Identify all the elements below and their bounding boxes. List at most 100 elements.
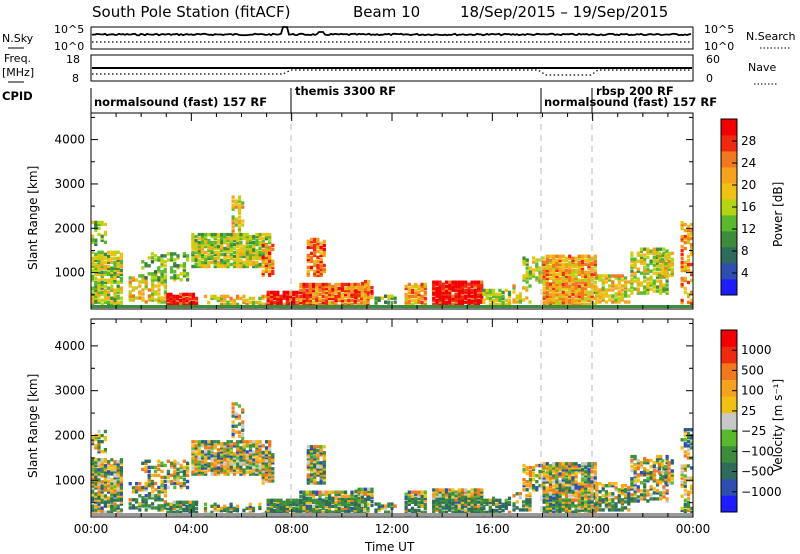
velocity-cell xyxy=(234,414,238,418)
velocity-cell xyxy=(356,508,360,513)
velocity-cell xyxy=(574,468,578,472)
velocity-cell xyxy=(313,455,317,459)
power-cell xyxy=(144,280,148,284)
velocity-cell xyxy=(476,494,481,498)
velocity-cell xyxy=(242,468,246,472)
power-cell xyxy=(580,296,585,300)
power-cell xyxy=(264,246,269,251)
power-cell xyxy=(659,287,663,291)
velocity-cell xyxy=(173,469,177,474)
velocity-cell xyxy=(252,440,256,444)
power-cell xyxy=(580,288,585,292)
power-cell xyxy=(232,302,236,307)
power-cell xyxy=(141,280,145,284)
velocity-cell xyxy=(309,449,314,453)
power-cell xyxy=(476,284,481,288)
power-cell xyxy=(680,262,684,267)
power-cell xyxy=(306,265,310,270)
power-cell xyxy=(541,256,545,260)
velocity-cell xyxy=(309,473,314,477)
velocity-cell xyxy=(113,476,117,480)
power-cell xyxy=(357,287,361,292)
velocity-cell xyxy=(309,455,314,459)
velocity-cell xyxy=(683,468,687,472)
power-cell xyxy=(91,300,95,304)
velocity-cell xyxy=(690,466,693,470)
velocity-cell xyxy=(305,490,309,494)
power-cell xyxy=(473,290,477,294)
velocity-cell xyxy=(100,500,104,504)
velocity-cell xyxy=(344,494,348,498)
velocity-cell xyxy=(491,502,496,506)
power-cell xyxy=(555,288,559,292)
velocity-cell xyxy=(664,481,668,485)
velocity-cell xyxy=(103,504,107,508)
power-cell xyxy=(194,248,198,253)
velocity-cell xyxy=(319,451,323,455)
velocity-cell xyxy=(309,477,314,481)
velocity-cell xyxy=(157,473,161,478)
velocity-cell xyxy=(231,414,235,418)
velocity-cell xyxy=(324,502,328,506)
velocity-cell xyxy=(350,500,354,504)
power-cell xyxy=(268,236,272,241)
power-cell xyxy=(532,260,536,264)
velocity-cell xyxy=(110,486,114,490)
nsky-trace xyxy=(91,26,692,37)
velocity-cell xyxy=(364,491,368,495)
velocity-cell xyxy=(686,504,691,508)
velocity-cell xyxy=(322,463,326,467)
power-cell xyxy=(110,268,114,272)
power-cell xyxy=(435,298,439,302)
power-cell xyxy=(97,286,101,290)
power-cell xyxy=(393,296,397,300)
power-cell xyxy=(470,294,474,298)
power-cell xyxy=(103,272,107,276)
velocity-cell xyxy=(545,492,549,496)
power-cell xyxy=(374,302,378,306)
power-cell xyxy=(683,240,687,245)
velocity-cell xyxy=(584,492,588,496)
velocity-cell xyxy=(144,502,148,506)
velocity-cell xyxy=(321,498,325,502)
velocity-cell xyxy=(166,459,170,463)
velocity-cell xyxy=(220,442,224,446)
velocity-cell xyxy=(683,450,687,454)
velocity-cell xyxy=(232,454,237,458)
power-cell xyxy=(611,282,615,286)
power-cell xyxy=(232,264,237,269)
velocity-cell xyxy=(100,458,104,462)
velocity-cell xyxy=(188,510,192,515)
velocity-cell xyxy=(188,500,192,504)
velocity-cell xyxy=(271,471,275,475)
velocity-cell xyxy=(103,429,107,434)
power-cell xyxy=(561,294,565,298)
power-cell xyxy=(501,302,505,307)
velocity-cell xyxy=(318,494,322,498)
velocity-cell xyxy=(100,488,104,492)
power-cell xyxy=(170,268,174,272)
power-cell xyxy=(97,288,101,292)
velocity-cell xyxy=(94,464,98,468)
power-cell xyxy=(518,292,522,296)
power-cell xyxy=(407,288,411,293)
power-cell xyxy=(552,262,556,266)
power-cell xyxy=(216,246,221,251)
velocity-cell xyxy=(235,508,240,513)
power-cell xyxy=(662,247,666,251)
velocity-cell xyxy=(110,464,114,468)
power-cell xyxy=(564,256,569,260)
velocity-cell xyxy=(191,440,195,444)
power-cell xyxy=(103,296,107,300)
power-cell xyxy=(435,280,439,284)
power-cell xyxy=(587,296,591,300)
velocity-cell xyxy=(313,473,317,477)
power-cell xyxy=(258,252,262,257)
power-cell xyxy=(182,268,186,272)
velocity-cell xyxy=(584,508,588,512)
velocity-cell xyxy=(584,478,588,482)
power-cell xyxy=(220,262,224,267)
power-cell xyxy=(226,254,230,259)
power-cell xyxy=(154,278,158,282)
velocity-cell xyxy=(491,500,496,504)
